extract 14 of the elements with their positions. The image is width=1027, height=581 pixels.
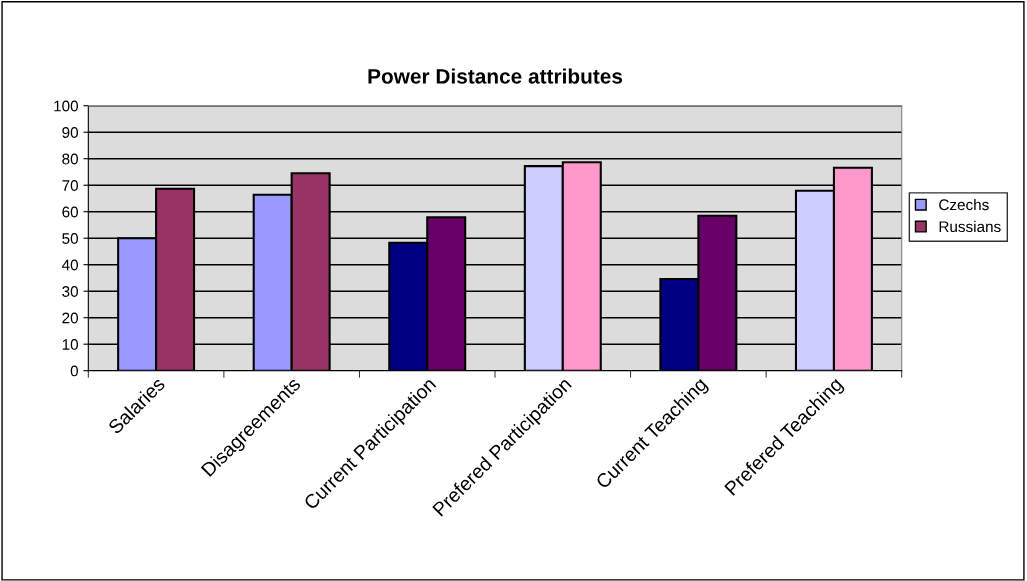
legend-label: Czechs (939, 198, 989, 211)
y-tick-label: 80 (62, 153, 78, 165)
y-tick-label: 0 (70, 365, 78, 377)
legend-label: Russians (939, 220, 1001, 233)
y-tick-label: 100 (54, 100, 78, 112)
y-tick-label: 20 (62, 312, 78, 324)
y-tick-label: 70 (62, 180, 78, 191)
y-tick-label: 90 (62, 127, 78, 138)
y-tick-label: 30 (62, 286, 78, 297)
chart-title: Power Distance attributes (368, 68, 623, 84)
y-tick-label: 10 (62, 339, 78, 350)
y-tick-label: 50 (62, 233, 78, 244)
y-tick-label: 60 (62, 206, 78, 218)
y-tick-label: 40 (61, 259, 78, 271)
